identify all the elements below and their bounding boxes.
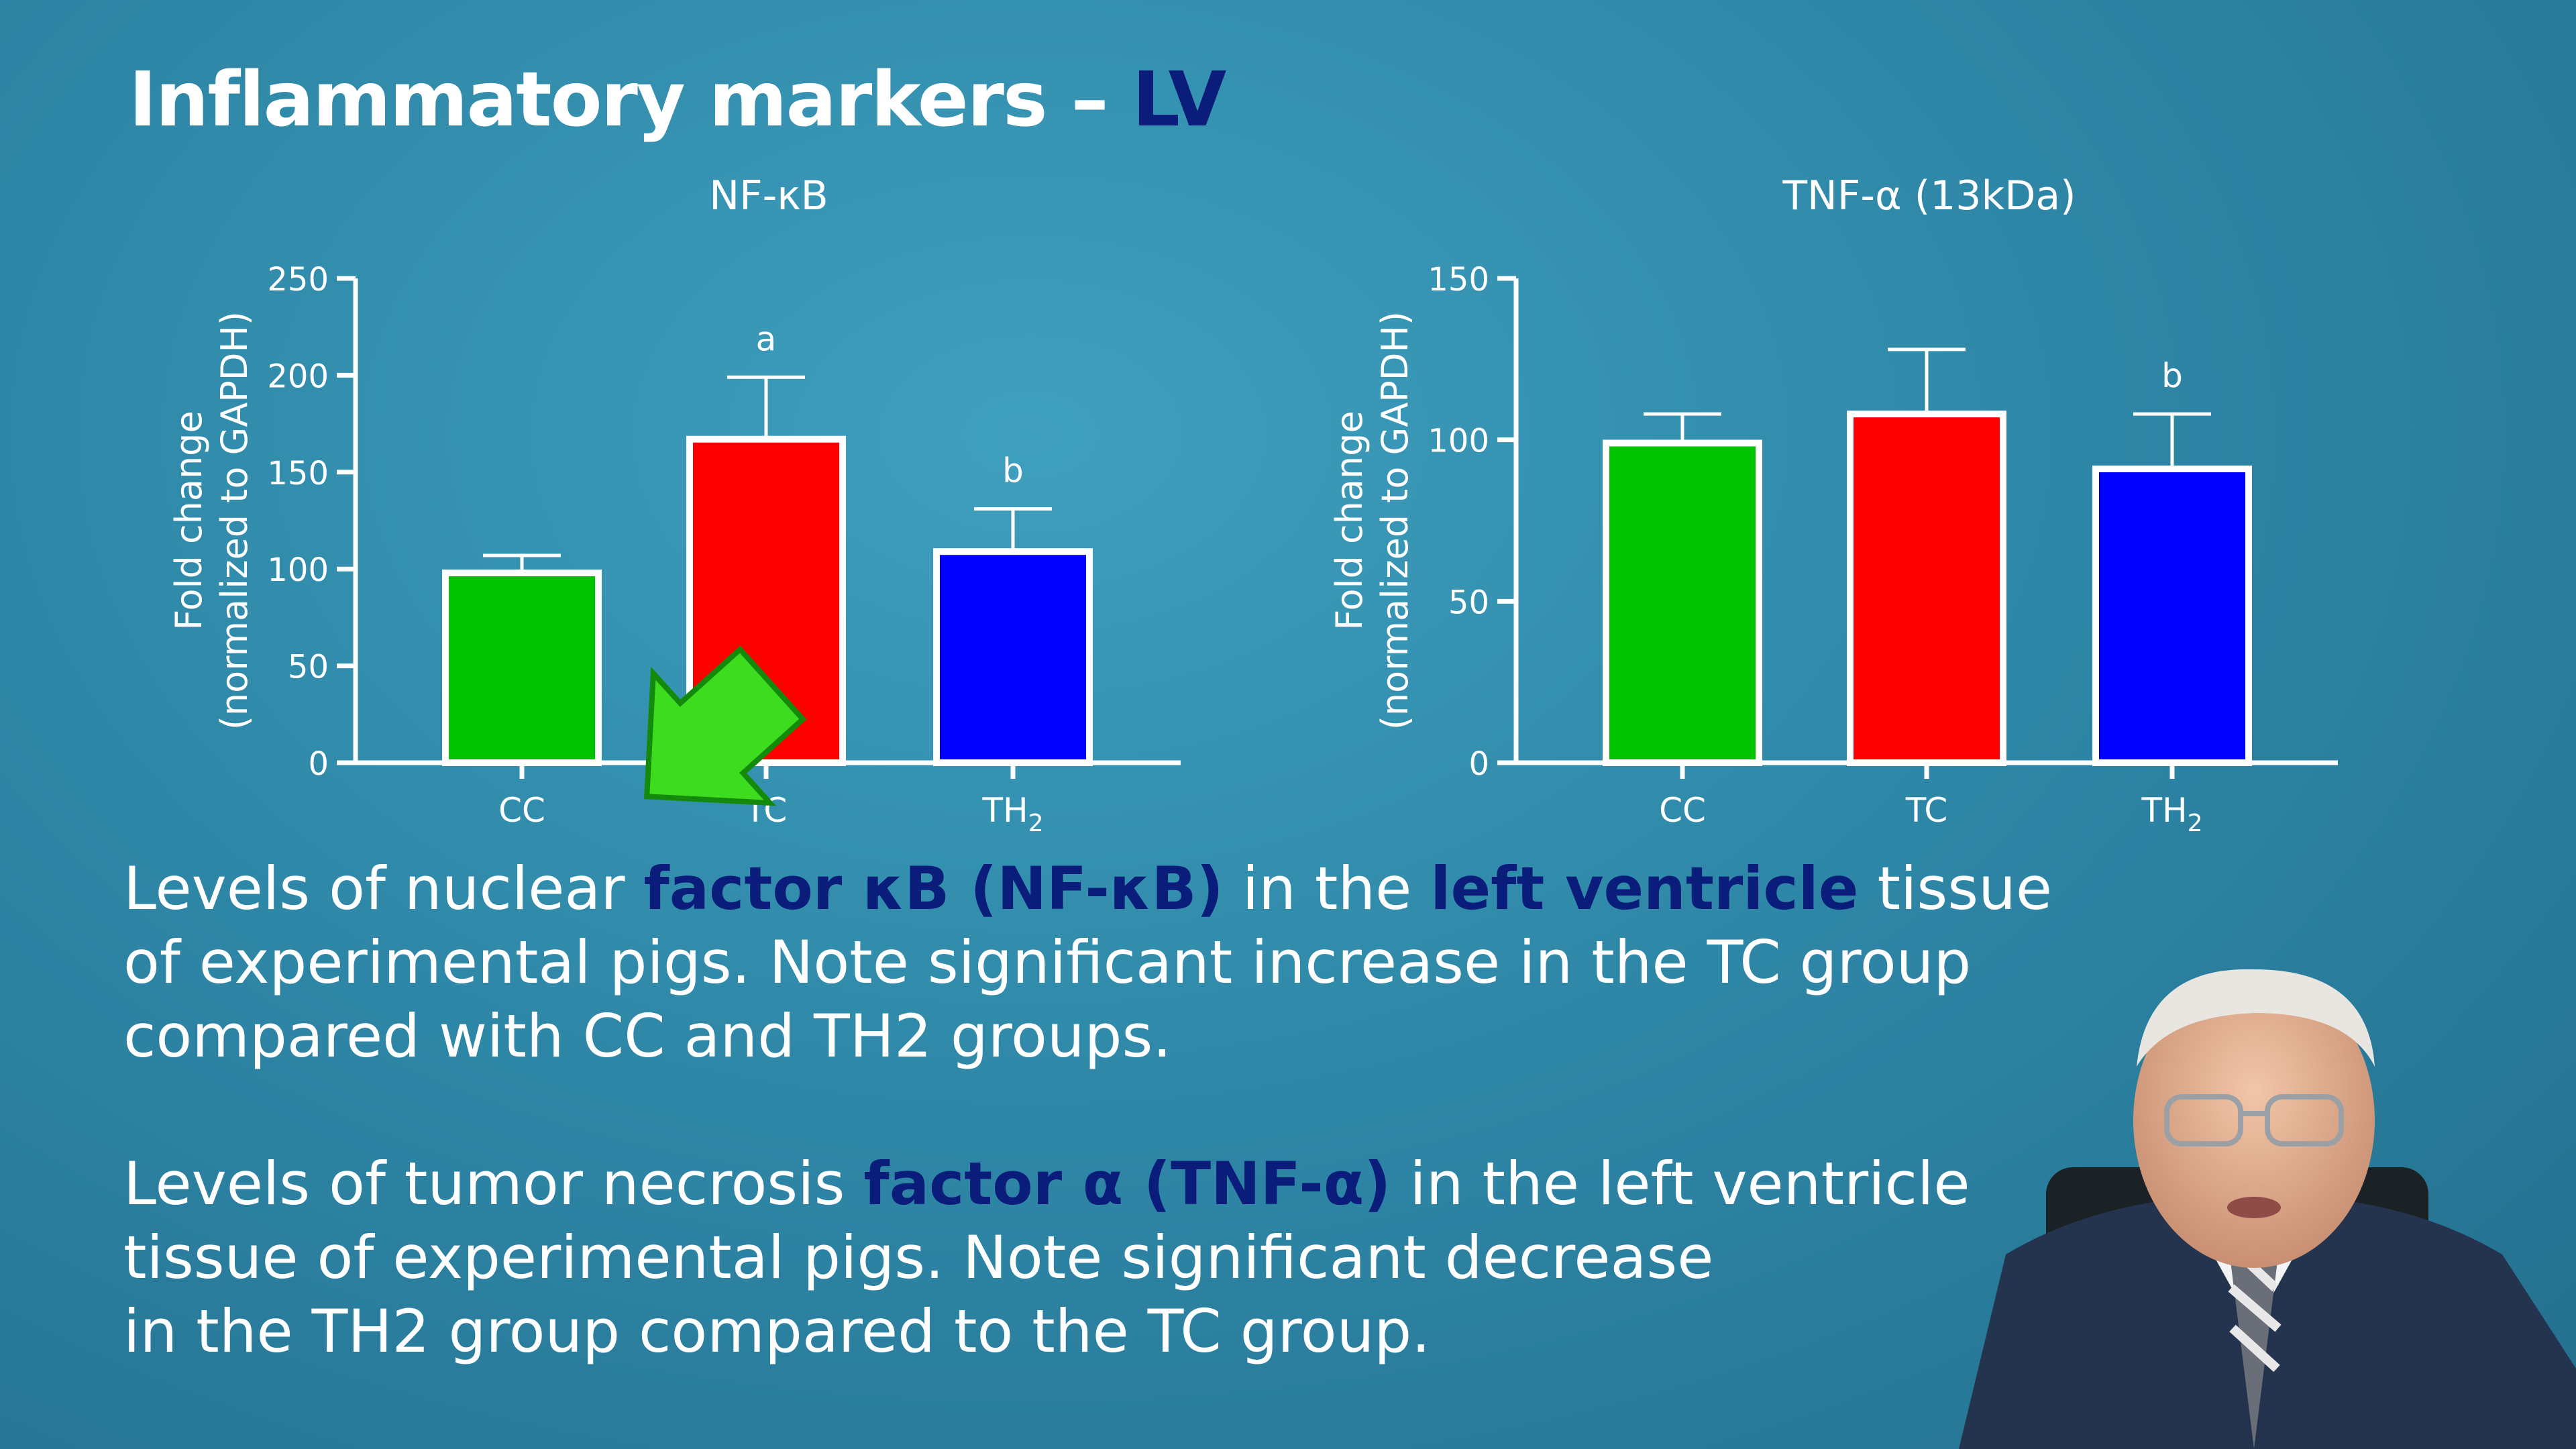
y-tick-label: 150 [1428,261,1489,299]
x-tick-label-main: TH [2141,791,2187,830]
x-tick-label-main: CC [498,791,545,830]
x-tick-label: TH2 [981,791,1043,837]
slide-title: Inflammatory markers – LV [129,56,1227,144]
y-tick-label: 0 [308,745,329,783]
significance-label: b [1002,451,1024,490]
slide-title-prefix: Inflammatory markers – [129,56,1132,144]
text-segment: in the [1223,854,1431,923]
x-tick-label: CC [1659,791,1706,830]
bar-cc [1603,439,1762,766]
y-tick-label: 50 [288,649,329,686]
paragraph-line: in the TH2 group compared to the TC grou… [123,1295,1975,1368]
paragraph-line: tissue of experimental pigs. Note signif… [123,1221,1975,1295]
paragraph-line: Levels of nuclear factor κB (NF-κB) in t… [123,852,2052,926]
y-tick-label: 150 [267,455,329,492]
paragraph-line: Levels of tumor necrosis factor α (TNF-α… [123,1147,1975,1221]
significance-label: a [756,319,777,358]
tnfa-description: Levels of tumor necrosis factor α (TNF-α… [123,1147,1975,1368]
y-axis-label-line1: Fold change [1328,411,1371,630]
bar-tc [1847,411,2006,766]
y-tick-label: 100 [1428,423,1489,460]
paragraph-line: compared with CC and TH2 groups. [123,1000,1975,1073]
bar-th2 [933,548,1093,766]
text-segment: tissue [1858,854,2053,923]
tnfa-chart: TNF-α (13kDa) Fold change (normalized to G… [1328,172,2252,837]
highlighted-text: factor κB (NF-κB) [643,854,1224,923]
significance-label: b [2161,356,2183,395]
x-tick-label: CC [498,791,545,830]
x-tick-label-main: CC [1659,791,1706,830]
y-axis-label: Fold change (normalized to GAPDH) [168,311,256,730]
text-segment: compared with CC and TH2 groups. [123,1002,1172,1071]
x-tick-label-subscript: 2 [2188,810,2203,837]
y-tick-label: 50 [1448,584,1489,621]
y-tick-label: 100 [267,551,329,589]
x-tick-label-main: TC [1905,791,1948,830]
x-tick-label-main: TH [981,791,1028,830]
x-tick-label: TH2 [2141,791,2202,837]
paragraph-line: of experimental pigs. Note significant i… [123,926,1975,1000]
text-segment: Levels of tumor necrosis [123,1149,864,1218]
nfkb-description: Levels of nuclear factor κB (NF-κB) in t… [123,852,2052,1073]
y-tick-label: 0 [1468,745,1489,783]
text-segment: in the left ventricle [1391,1149,1970,1218]
chart-title: TNF-α (13kDa) [1782,172,2076,219]
presenter-video [1932,953,2576,1449]
highlighted-text: left ventricle [1430,854,1859,923]
y-tick-label: 250 [267,261,329,299]
chart-title: NF-κB [709,172,828,219]
text-segment: tissue of experimental pigs. Note signif… [123,1223,1714,1292]
x-tick-label: TC [1905,791,1948,830]
slide-title-highlight: LV [1132,56,1227,144]
y-axis-label-line2: (normalized to GAPDH) [213,311,256,730]
text-segment: Levels of nuclear [123,854,644,923]
highlighted-text: factor α (TNF-α) [863,1149,1391,1218]
y-axis-label-line2: (normalized to GAPDH) [1374,311,1416,730]
y-tick-label: 200 [267,358,329,395]
y-axis-label: Fold change (normalized to GAPDH) [1328,311,1416,730]
bar-th2 [2092,465,2252,767]
text-segment: in the TH2 group compared to the TC grou… [123,1297,1431,1366]
x-tick-label-subscript: 2 [1028,810,1044,837]
text-segment: of experimental pigs. Note significant i… [123,928,1972,997]
y-axis-label-line1: Fold change [168,411,210,630]
